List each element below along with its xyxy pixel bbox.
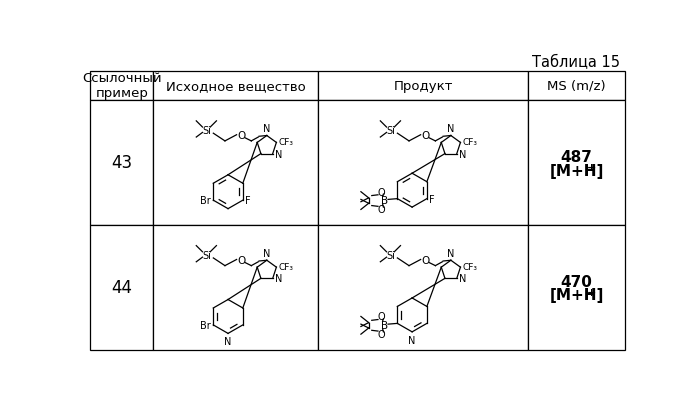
Text: 487: 487 <box>560 149 593 164</box>
Text: CF₃: CF₃ <box>463 138 477 147</box>
Text: [M+H]: [M+H] <box>549 163 604 178</box>
Bar <box>528 225 625 350</box>
Text: Si: Si <box>386 250 395 260</box>
Bar <box>318 72 528 101</box>
Text: B: B <box>381 320 389 330</box>
Text: [M+H]: [M+H] <box>549 288 604 303</box>
Bar <box>154 101 318 225</box>
Text: O: O <box>377 187 385 197</box>
Text: O: O <box>377 329 385 339</box>
Text: N: N <box>275 149 283 159</box>
Text: N: N <box>459 274 466 284</box>
Text: Ссылочный
пример: Ссылочный пример <box>82 72 162 100</box>
Text: N: N <box>447 248 454 258</box>
Text: +: + <box>587 163 597 173</box>
Text: O: O <box>421 256 429 266</box>
Text: O: O <box>237 131 246 141</box>
Bar <box>90 225 154 350</box>
Text: O: O <box>421 131 429 141</box>
Text: 44: 44 <box>112 279 133 296</box>
Text: CF₃: CF₃ <box>279 262 294 271</box>
Text: 43: 43 <box>112 154 133 172</box>
Text: O: O <box>237 256 246 266</box>
Bar <box>90 101 154 225</box>
Text: N: N <box>447 124 454 134</box>
Text: +: + <box>587 287 597 297</box>
Text: N: N <box>459 149 466 159</box>
Text: O: O <box>377 312 385 322</box>
Text: Si: Si <box>202 126 211 136</box>
Bar <box>318 225 528 350</box>
Text: N: N <box>408 335 416 345</box>
Text: Исходное вещество: Исходное вещество <box>166 80 306 93</box>
Text: Таблица 15: Таблица 15 <box>533 55 621 70</box>
Text: CF₃: CF₃ <box>463 262 477 271</box>
Text: CF₃: CF₃ <box>279 138 294 147</box>
Bar <box>528 72 625 101</box>
Text: Продукт: Продукт <box>393 80 452 93</box>
Text: MS (m/z): MS (m/z) <box>547 80 606 93</box>
Bar <box>154 225 318 350</box>
Text: N: N <box>275 274 283 284</box>
Bar <box>90 72 154 101</box>
Text: N: N <box>263 248 271 258</box>
Text: N: N <box>263 124 271 134</box>
Text: 470: 470 <box>560 274 593 289</box>
Text: Br: Br <box>200 196 211 206</box>
Text: F: F <box>245 196 251 206</box>
Text: F: F <box>429 194 435 204</box>
Text: Si: Si <box>202 250 211 260</box>
Text: O: O <box>377 205 385 215</box>
Text: Br: Br <box>200 320 211 330</box>
Text: N: N <box>224 337 232 347</box>
Text: Si: Si <box>386 126 395 136</box>
Bar <box>154 72 318 101</box>
Text: B: B <box>381 196 389 206</box>
Bar <box>318 101 528 225</box>
Bar <box>528 101 625 225</box>
